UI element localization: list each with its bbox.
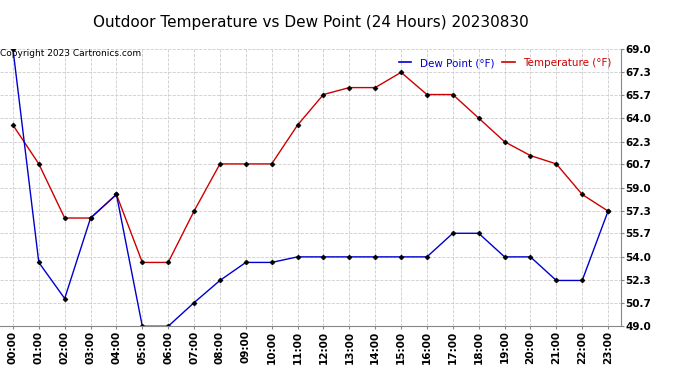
Text: Copyright 2023 Cartronics.com: Copyright 2023 Cartronics.com [0,49,141,58]
Text: Outdoor Temperature vs Dew Point (24 Hours) 20230830: Outdoor Temperature vs Dew Point (24 Hou… [92,15,529,30]
Legend: Dew Point (°F), Temperature (°F): Dew Point (°F), Temperature (°F) [395,54,615,72]
